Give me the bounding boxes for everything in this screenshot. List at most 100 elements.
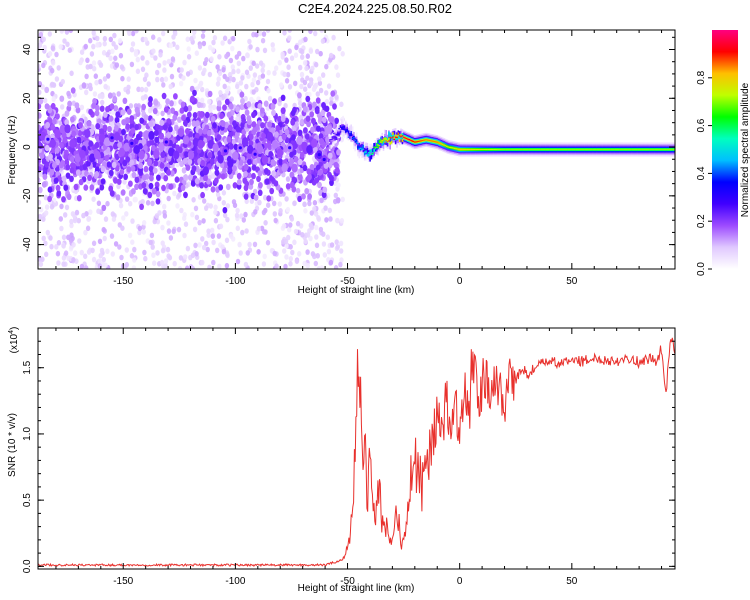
noise-dot xyxy=(130,41,136,47)
noise-dot xyxy=(243,163,249,171)
noise-dot xyxy=(177,146,183,153)
noise-dot xyxy=(285,206,291,213)
noise-dot xyxy=(120,75,125,82)
noise-dot xyxy=(210,227,215,234)
noise-dot xyxy=(257,199,262,206)
signal-cell xyxy=(553,148,556,151)
noise-dot xyxy=(185,128,190,135)
noise-dot xyxy=(116,178,122,185)
noise-dot xyxy=(327,152,333,159)
noise-dot xyxy=(257,103,263,110)
noise-dot xyxy=(148,165,154,173)
noise-dot xyxy=(66,193,72,200)
signal-cell xyxy=(367,152,370,154)
noise-dot xyxy=(50,67,55,74)
signal-peak xyxy=(317,153,321,157)
noise-dot xyxy=(109,233,115,239)
noise-dot xyxy=(60,104,65,110)
signal-cell xyxy=(459,148,461,151)
noise-dot xyxy=(251,60,256,67)
noise-dot xyxy=(102,235,107,242)
noise-dot xyxy=(213,209,218,216)
noise-dot xyxy=(224,98,230,106)
noise-dot xyxy=(248,44,253,50)
noise-dot xyxy=(121,215,126,221)
noise-dot xyxy=(210,173,216,179)
noise-dot xyxy=(169,100,174,107)
noise-dot xyxy=(292,102,297,109)
noise-dot xyxy=(211,104,217,111)
noise-dot xyxy=(200,191,206,199)
noise-dot xyxy=(139,203,145,210)
noise-dot xyxy=(177,116,182,123)
signal-cell xyxy=(347,136,350,138)
noise-dot xyxy=(48,235,53,241)
noise-dot xyxy=(61,243,66,249)
noise-dot xyxy=(315,97,321,104)
signal-cell xyxy=(524,148,526,151)
noise-dot xyxy=(161,82,166,88)
noise-dot xyxy=(258,60,264,66)
noise-dot xyxy=(256,226,262,232)
noise-dot xyxy=(47,186,53,193)
spectrogram-x-axis-label: Height of straight line (km) xyxy=(298,285,415,296)
noise-dot xyxy=(287,84,293,90)
noise-dot xyxy=(254,63,260,69)
noise-dot xyxy=(305,75,310,81)
noise-dot xyxy=(269,187,275,195)
noise-dot xyxy=(47,51,53,57)
noise-dot xyxy=(315,253,320,259)
noise-dot xyxy=(340,51,345,57)
noise-dot xyxy=(185,36,190,43)
noise-dot xyxy=(260,107,265,114)
noise-dot xyxy=(44,144,50,152)
noise-dot xyxy=(168,126,173,133)
noise-dot xyxy=(111,161,117,169)
signal-cell xyxy=(335,134,338,136)
noise-dot xyxy=(194,132,200,140)
noise-dot xyxy=(316,215,321,221)
noise-dot xyxy=(207,71,213,78)
noise-dot xyxy=(153,160,159,167)
signal-cell xyxy=(606,148,608,151)
noise-dot xyxy=(38,112,42,119)
noise-dot xyxy=(125,123,131,130)
noise-dot xyxy=(231,68,236,75)
noise-dot xyxy=(202,128,208,135)
noise-dot xyxy=(239,213,244,219)
signal-cell xyxy=(509,148,511,151)
noise-dot xyxy=(95,35,100,42)
noise-dot xyxy=(199,182,205,189)
noise-dot xyxy=(155,69,160,76)
signal-blob xyxy=(177,127,185,137)
noise-dot xyxy=(76,136,82,144)
signal-cell xyxy=(432,140,435,142)
noise-dot xyxy=(38,31,44,38)
noise-dot xyxy=(157,37,162,43)
noise-dot xyxy=(285,71,291,78)
noise-dot xyxy=(305,95,311,103)
x-tick-label: 0 xyxy=(457,576,463,587)
noise-dot xyxy=(215,247,220,254)
noise-dot xyxy=(65,172,71,179)
noise-dot xyxy=(41,62,46,69)
noise-dot xyxy=(41,158,47,165)
noise-dot xyxy=(235,258,241,265)
noise-dot xyxy=(282,30,287,36)
noise-dot xyxy=(302,164,308,172)
noise-dot xyxy=(320,109,326,117)
noise-dot xyxy=(124,211,129,217)
noise-dot xyxy=(261,261,267,267)
signal-cell xyxy=(412,140,414,142)
noise-dot xyxy=(154,136,160,144)
signal-cell xyxy=(355,141,358,143)
noise-dot xyxy=(328,259,334,266)
noise-dot xyxy=(38,261,44,268)
noise-dot xyxy=(259,225,265,232)
noise-dot xyxy=(124,247,129,253)
noise-dot xyxy=(277,201,282,207)
noise-dot xyxy=(160,151,166,158)
noise-dot xyxy=(238,159,244,166)
noise-dot xyxy=(95,123,101,130)
noise-dot xyxy=(101,256,107,263)
